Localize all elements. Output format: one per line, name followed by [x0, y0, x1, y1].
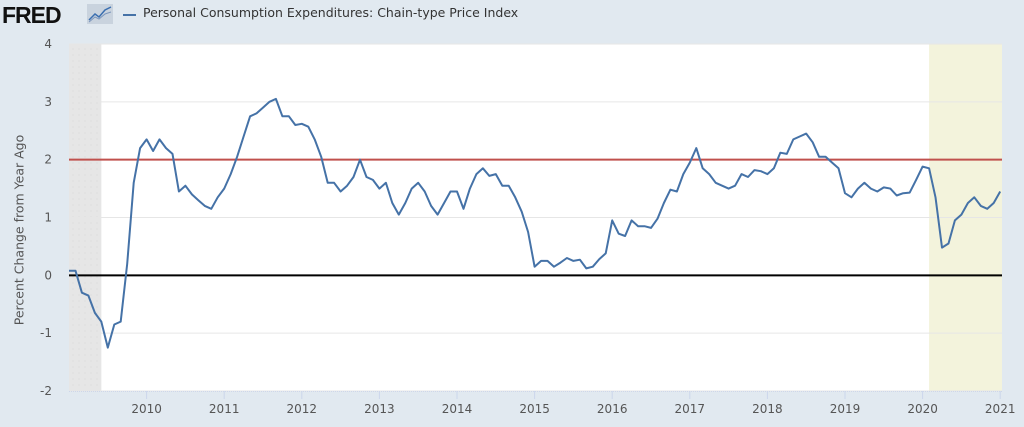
x-tick-label: 2018: [752, 402, 783, 416]
y-axis-ticks: -2 -1 0 1 2 3 4: [40, 37, 52, 398]
x-tick-label: 2017: [675, 402, 706, 416]
x-tick-label: 2015: [519, 402, 550, 416]
x-tick-label: 2019: [830, 402, 861, 416]
x-tick-label: 2010: [131, 402, 162, 416]
y-tick-label: 1: [44, 211, 52, 225]
x-axis-ticks: 2010 2011 2012 2013 2014 2015 2016 2017 2018 2019…: [69, 391, 1015, 416]
y-tick-label: 3: [44, 95, 52, 109]
x-tick-label: 2013: [364, 402, 395, 416]
x-tick-label: 2014: [442, 402, 473, 416]
line-chart-icon: [87, 4, 113, 24]
x-tick-label: 2012: [287, 402, 318, 416]
y-tick-label: 2: [44, 153, 52, 167]
x-tick-label: 2016: [597, 402, 628, 416]
series-points: [68, 98, 1001, 348]
reference-lines: [69, 158, 1002, 277]
y-tick-label: 4: [44, 37, 52, 51]
fred-logo[interactable]: FRED: [2, 2, 62, 28]
legend-swatch: [123, 14, 136, 16]
y-tick-label: 0: [44, 268, 52, 282]
x-tick-label: 2011: [209, 402, 240, 416]
chart-header: FRED Personal Consumption Expenditures: …: [0, 0, 1024, 30]
y-tick-label: -1: [40, 326, 52, 340]
legend-label[interactable]: Personal Consumption Expenditures: Chain…: [143, 5, 519, 20]
y-tick-label: -2: [40, 384, 52, 398]
x-tick-label: 2021: [985, 402, 1016, 416]
x-tick-label: 2020: [907, 402, 938, 416]
